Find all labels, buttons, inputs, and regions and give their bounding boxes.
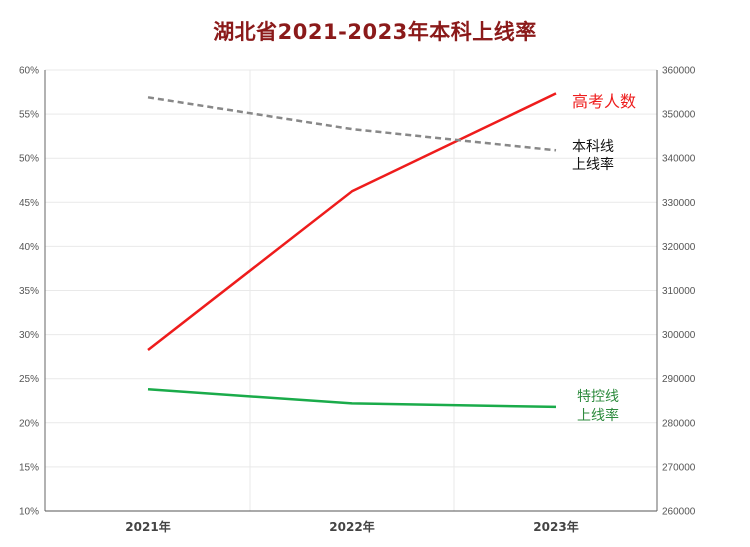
y-right-tick-label: 310000 <box>662 286 696 297</box>
y-left-tick-label: 35% <box>19 286 39 297</box>
series-label: 高考人数 <box>572 92 636 111</box>
y-right-tick-label: 330000 <box>662 198 696 209</box>
y-left-tick-label: 15% <box>19 462 39 473</box>
y-left-tick-label: 25% <box>19 374 39 385</box>
y-right-tick-label: 350000 <box>662 110 696 121</box>
series-label: 上线率 <box>572 156 614 173</box>
y-right-tick-label: 320000 <box>662 242 696 253</box>
x-tick-label: 2021年 <box>125 519 170 534</box>
chart-title: 湖北省2021-2023年本科上线率 <box>213 20 537 44</box>
series-line <box>147 96 557 152</box>
y-right-tick-label: 280000 <box>662 418 696 429</box>
y-right-tick-label: 290000 <box>662 374 696 385</box>
y-left-tick-label: 30% <box>19 330 39 341</box>
y-right-tick-label: 300000 <box>662 330 696 341</box>
x-tick-label: 2023年 <box>533 519 578 534</box>
series-line <box>147 92 557 351</box>
y-right-tick-label: 270000 <box>662 462 696 473</box>
y-left-tick-label: 60% <box>19 66 39 77</box>
series-line <box>147 388 557 409</box>
y-left-tick-label: 45% <box>19 198 39 209</box>
series-label: 上线率 <box>577 407 619 424</box>
y-right-tick-label: 360000 <box>662 66 696 77</box>
x-tick-label: 2022年 <box>329 519 374 534</box>
series-label: 本科线 <box>572 139 614 155</box>
y-left-tick-label: 40% <box>19 242 39 253</box>
y-left-tick-label: 20% <box>19 418 39 429</box>
y-right-tick-label: 340000 <box>662 154 696 165</box>
y-left-tick-label: 50% <box>19 154 39 165</box>
y-right-tick-label: 260000 <box>662 507 696 518</box>
series-label: 特控线 <box>577 389 619 405</box>
y-left-tick-label: 10% <box>19 507 39 518</box>
y-left-tick-label: 55% <box>19 110 39 121</box>
